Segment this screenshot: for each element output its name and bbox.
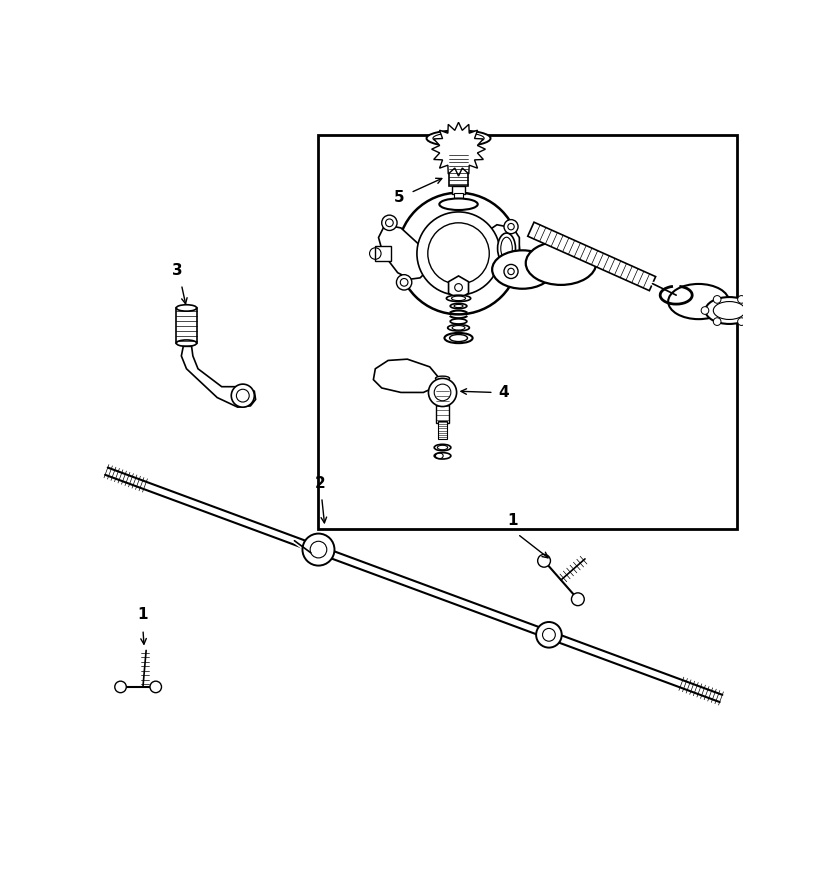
Ellipse shape [434,444,451,450]
Text: 1: 1 [138,606,148,622]
Circle shape [150,682,162,693]
Circle shape [417,212,501,295]
Bar [449,152,468,187]
Ellipse shape [448,325,469,331]
Polygon shape [378,225,428,279]
Circle shape [429,378,457,406]
Ellipse shape [526,242,596,285]
Circle shape [536,622,562,647]
Ellipse shape [444,333,472,343]
Ellipse shape [176,340,197,346]
Circle shape [701,307,709,314]
Polygon shape [528,223,656,291]
Circle shape [398,193,520,314]
Circle shape [231,385,254,407]
Bar [454,194,463,198]
Circle shape [572,593,584,605]
Ellipse shape [705,297,753,324]
Ellipse shape [450,319,467,324]
Text: 3: 3 [172,263,183,278]
Circle shape [750,307,757,314]
Ellipse shape [450,303,467,308]
Circle shape [302,533,335,566]
Ellipse shape [176,305,197,311]
Text: 4: 4 [498,385,509,400]
Circle shape [738,295,745,303]
Circle shape [382,215,397,230]
Circle shape [115,682,126,693]
Circle shape [738,318,745,326]
Polygon shape [449,276,468,299]
Circle shape [714,318,721,326]
Bar [452,187,465,194]
Bar [438,421,447,439]
Circle shape [504,265,518,279]
Circle shape [504,220,518,234]
Ellipse shape [434,453,451,459]
Ellipse shape [439,199,477,210]
Polygon shape [373,359,439,392]
Ellipse shape [492,251,553,289]
Polygon shape [477,225,520,276]
Ellipse shape [668,284,729,319]
Ellipse shape [426,131,491,146]
Text: 2: 2 [315,476,325,491]
Circle shape [396,275,412,290]
Polygon shape [182,346,255,407]
Text: 5: 5 [394,190,404,205]
Ellipse shape [435,376,449,380]
Ellipse shape [433,132,484,144]
Bar [176,308,197,343]
Polygon shape [432,123,486,176]
Circle shape [538,555,550,567]
Circle shape [714,295,721,303]
Ellipse shape [497,233,515,264]
Bar [318,135,737,529]
Text: 1: 1 [507,512,518,527]
Ellipse shape [446,295,471,301]
Bar [436,392,449,423]
Bar [375,246,392,261]
